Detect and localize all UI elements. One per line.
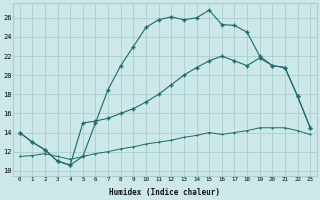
- X-axis label: Humidex (Indice chaleur): Humidex (Indice chaleur): [109, 188, 220, 197]
